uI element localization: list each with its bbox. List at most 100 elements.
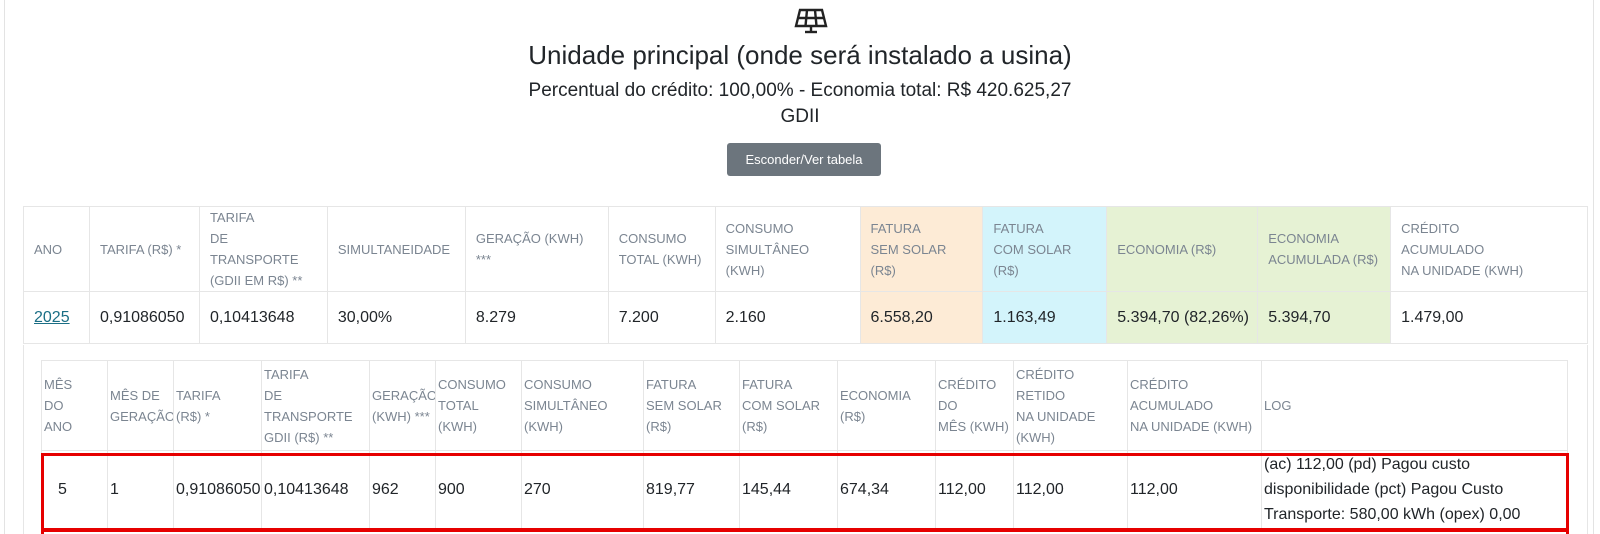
header-line: (KWH) *** xyxy=(372,408,430,424)
header-line: FATURA xyxy=(993,220,1044,236)
month-col-header-11: CRÉDITO RETIDO NA UNIDADE (KWH) xyxy=(1013,360,1128,451)
header-line: DE xyxy=(264,387,283,403)
month-cell-6: 270 xyxy=(521,450,644,529)
header-line: FATURA xyxy=(870,220,921,236)
year-cell-3: 30,00% xyxy=(326,291,466,344)
toggle-table-button[interactable]: Esconder/Ver tabela xyxy=(727,143,881,176)
month-col-header-8: FATURA COM SOLAR (R$) xyxy=(739,360,838,451)
header-line: (GDII EM R$) ** xyxy=(209,273,303,288)
header-line: CONSUMO xyxy=(438,377,506,392)
header-line: CRÉDITO xyxy=(938,377,997,392)
header-line: SIMULTÂNEO xyxy=(725,241,810,257)
header-line: ECONOMIA (R$) xyxy=(1117,241,1217,257)
header-line: CONSUMO xyxy=(618,231,687,246)
header-line: (KWH) xyxy=(438,419,477,434)
credit-summary: Percentual do crédito: 100,00% - Economi… xyxy=(528,80,1072,101)
year-col-header-11: CRÉDITO ACUMULADO NA UNIDADE (KWH) xyxy=(1390,206,1588,292)
year-col-header-6: CONSUMO SIMULTÂNEO (KWH) xyxy=(714,206,861,292)
year-cell-10: 5.394,70 xyxy=(1257,291,1392,344)
month-cell-10: 112,00 xyxy=(935,450,1014,529)
month-cell-12: 112,00 xyxy=(1127,450,1262,529)
header-line: CONSUMO xyxy=(524,377,592,392)
header-line: ACUMULADA (R$) xyxy=(1268,252,1379,267)
header-line: TARIFA (R$) * xyxy=(99,241,182,257)
year-cell-1: 0,91086050 xyxy=(88,291,200,344)
year-cell-8: 1.163,49 xyxy=(982,291,1108,344)
year-cell-7: 6.558,20 xyxy=(859,291,984,344)
month-cell-5: 900 xyxy=(435,450,522,529)
month-detail-container xyxy=(23,345,1588,534)
month-col-header-3: TARIFA DE TRANSPORTE GDII (R$) ** xyxy=(261,360,370,451)
header-line: LOG xyxy=(1264,398,1292,413)
month-col-header-6: CONSUMO SIMULTÂNEO (KWH) xyxy=(521,360,644,451)
year-col-header-10: ECONOMIA ACUMULADA (R$) xyxy=(1257,206,1392,292)
month-detail-table: MÊS DO ANO MÊS DE GERAÇÃO TARIFA (R$) * TARIFA D… xyxy=(41,360,1568,529)
header-line: (R$) * xyxy=(176,408,210,424)
year-link[interactable]: 2025 xyxy=(34,308,70,326)
mode-label: GDII xyxy=(780,106,820,127)
header-line: FATURA xyxy=(742,377,793,392)
header-line: GERAÇÃO (KWH) xyxy=(475,231,584,246)
header-line: GERAÇÃO xyxy=(372,387,436,403)
header-line: ACUMULADO xyxy=(1401,241,1485,257)
year-cell-9: 5.394,70 (82,26%) xyxy=(1106,291,1259,344)
header-line: TOTAL (KWH) xyxy=(618,252,702,267)
month-cell-2: 0,91086050 xyxy=(173,450,262,529)
header-line: TARIFA xyxy=(176,387,221,403)
month-table-header: MÊS DO ANO MÊS DE GERAÇÃO TARIFA (R$) * TARIFA D… xyxy=(41,360,1568,451)
table-row[interactable]: 5 1 0,91086050 0,10413648 962 900 270 819,77 145… xyxy=(41,450,1568,529)
year-col-header-2: TARIFA DE TRANSPORTE (GDII EM R$) ** xyxy=(198,206,328,292)
year-table-header: ANO TARIFA (R$) * TARIFA DE TRANSPORTE (GDII… xyxy=(23,206,1588,292)
header-line: ACUMULADO xyxy=(1130,398,1214,413)
header-line: NA UNIDADE (KWH) xyxy=(1401,262,1524,278)
header-line: COM SOLAR xyxy=(742,398,821,413)
year-col-header-9: ECONOMIA (R$) xyxy=(1106,206,1259,292)
month-cell-3: 0,10413648 xyxy=(261,450,370,529)
header-line: NA UNIDADE (KWH) xyxy=(1130,419,1253,434)
header-line: (R$) xyxy=(646,419,672,434)
year-cell-4: 8.279 xyxy=(464,291,609,344)
header-line: TOTAL xyxy=(438,398,479,413)
header-line: CRÉDITO xyxy=(1130,377,1189,392)
header-line: GDII (R$) ** xyxy=(264,429,334,445)
header-line: TARIFA xyxy=(264,366,309,382)
year-cell-2: 0,10413648 xyxy=(198,291,328,344)
month-col-header-13: LOG xyxy=(1261,360,1568,451)
selected-row-highlight-bottom xyxy=(41,528,1569,532)
header-line: CRÉDITO RETIDO xyxy=(1016,366,1075,403)
header-line: TARIFA xyxy=(209,210,255,225)
header-line: MÊS DE xyxy=(110,387,160,403)
month-col-header-2: TARIFA (R$) * xyxy=(173,360,262,451)
month-col-header-4: GERAÇÃO (KWH) *** xyxy=(369,360,436,451)
header-line: DE TRANSPORTE xyxy=(209,231,299,267)
month-col-header-12: CRÉDITO ACUMULADO NA UNIDADE (KWH) xyxy=(1127,360,1262,451)
year-summary-table: ANO TARIFA (R$) * TARIFA DE TRANSPORTE (GDII… xyxy=(23,206,1588,344)
header-line: ANO xyxy=(44,419,73,434)
year-col-header-4: GERAÇÃO (KWH) *** xyxy=(464,206,609,292)
month-col-header-0: MÊS DO ANO xyxy=(41,360,108,451)
header-line: NA UNIDADE xyxy=(1016,408,1096,424)
header-line: DO xyxy=(938,398,958,413)
log-cell: (ac) 112,00 (pd) Pagou custo disponibili… xyxy=(1261,450,1568,529)
header-line: (R$) xyxy=(870,262,896,278)
header-line: MÊS xyxy=(44,377,73,392)
solar-panel-icon xyxy=(794,8,828,34)
year-cell-5: 7.200 xyxy=(607,291,716,344)
year-col-header-8: FATURA COM SOLAR (R$) xyxy=(982,206,1108,292)
header-line: SIMULTÂNEO xyxy=(524,398,608,413)
header-line: SIMULTANEIDADE xyxy=(337,241,451,257)
header-line: ANO xyxy=(34,241,63,257)
year-col-header-0: ANO xyxy=(23,206,90,292)
header-line: DO xyxy=(44,398,64,413)
table-row: 2025 0,91086050 0,10413648 30,00% 8.279 7.200… xyxy=(23,291,1588,344)
header-line: MÊS (KWH) xyxy=(938,419,1009,434)
month-col-header-10: CRÉDITO DO MÊS (KWH) xyxy=(935,360,1014,451)
year-cell-0[interactable]: 2025 xyxy=(23,291,90,344)
month-cell-9: 674,34 xyxy=(837,450,936,529)
page-border xyxy=(4,0,1594,534)
month-col-header-1: MÊS DE GERAÇÃO xyxy=(107,360,174,451)
page-title: Unidade principal (onde será instalado a… xyxy=(528,40,1072,70)
year-col-header-1: TARIFA (R$) * xyxy=(88,206,200,292)
month-cell-11: 112,00 xyxy=(1013,450,1128,529)
header-line: CONSUMO xyxy=(725,220,794,236)
